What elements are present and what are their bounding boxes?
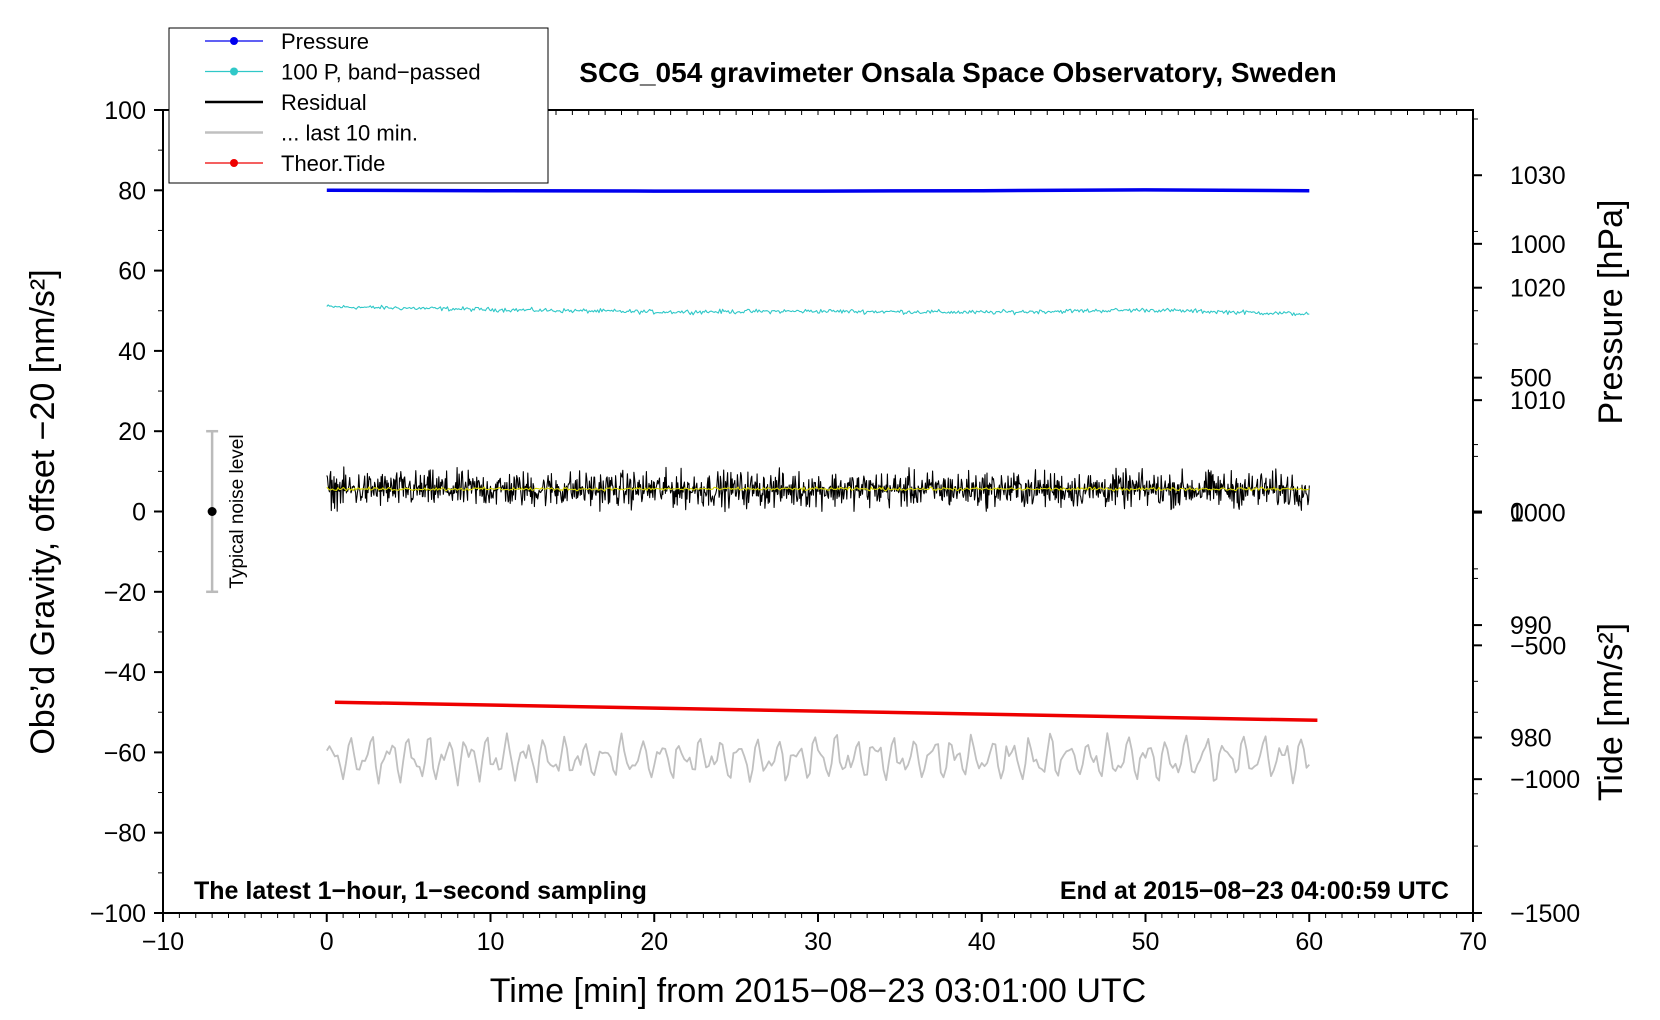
y-tick-label: 100 xyxy=(104,97,146,125)
legend-box xyxy=(168,27,549,184)
series-layer xyxy=(326,188,1318,787)
series-100-p-band-passed xyxy=(326,304,1310,317)
legend-label-last-10-min: ... last 10 min. xyxy=(281,121,418,146)
x-tick-label: 30 xyxy=(804,928,832,956)
y-tick-label: 60 xyxy=(118,258,146,286)
x-tick-label: 70 xyxy=(1459,928,1487,956)
y-tick-label: −40 xyxy=(104,659,146,687)
plot-frame xyxy=(162,109,1474,914)
pressure-tick-label: 1020 xyxy=(1510,275,1566,303)
noise-label: Typical noise level xyxy=(227,434,248,588)
pressure-tick-label: 1030 xyxy=(1510,162,1566,190)
y-tick-label: −60 xyxy=(104,739,146,767)
x-tick-label: 10 xyxy=(477,928,505,956)
x-tick-label: 50 xyxy=(1132,928,1160,956)
tide-tick-label: 1000 xyxy=(1510,231,1566,259)
pressure-tick-label: 990 xyxy=(1510,612,1552,640)
x-tick-label: 60 xyxy=(1295,928,1323,956)
legend: Pressure 100 P, band−passed Residual ... la… xyxy=(168,27,549,184)
series-residual-smoothed xyxy=(326,486,1310,492)
y-axis-title-left: Obs’d Gravity, offset −20 [nm/s²] xyxy=(24,269,62,754)
series-residual xyxy=(326,466,1310,513)
y-axis-title-pressure: Pressure [hPa] xyxy=(1592,200,1630,425)
legend-label-pressure: Pressure xyxy=(281,29,369,54)
x-tick-label: −10 xyxy=(142,928,184,956)
chart-title: SCG_054 gravimeter Onsala Space Observat… xyxy=(579,57,1336,88)
y-tick-label: −20 xyxy=(104,579,146,607)
y-tick-label: −100 xyxy=(90,900,146,928)
series-theor-tide xyxy=(334,700,1318,723)
pressure-tick-label: 1010 xyxy=(1510,387,1566,415)
legend-marker-theor-tide xyxy=(230,159,238,167)
legend-label-residual: Residual xyxy=(281,90,367,115)
y-axis-title-tide: Tide [nm/s²] xyxy=(1592,623,1630,801)
y-tick-label: 80 xyxy=(118,177,146,205)
tide-tick-label: −500 xyxy=(1510,632,1566,660)
x-tick-label: 0 xyxy=(320,928,334,956)
tide-tick-label: −1500 xyxy=(1510,900,1580,928)
legend-entries: Pressure 100 P, band−passed Residual ... la… xyxy=(205,29,481,176)
tide-tick-label: 0 xyxy=(1510,499,1524,527)
tide-tick-label: 500 xyxy=(1510,365,1552,393)
legend-label-100-p-band-passed: 100 P, band−passed xyxy=(281,60,481,85)
series-pressure xyxy=(326,188,1310,193)
x-axis-title: Time [min] from 2015−08−23 03:01:00 UTC xyxy=(490,972,1146,1010)
noise-marker: Typical noise level xyxy=(206,429,248,594)
pressure-tick-label: 980 xyxy=(1510,725,1552,753)
legend-marker-100-p-band-passed xyxy=(230,67,238,76)
y-tick-label: 0 xyxy=(132,499,146,527)
axis-layer: −10 0 10 20 30 40 50 60 70100806040200−20−40−60−… xyxy=(90,97,1581,956)
x-tick-label: 20 xyxy=(640,928,668,956)
legend-marker-pressure xyxy=(230,37,238,45)
y-tick-label: 40 xyxy=(118,338,146,366)
y-tick-label: −80 xyxy=(104,820,146,848)
noise-center-dot xyxy=(207,507,217,516)
annotation-sampling: The latest 1−hour, 1−second sampling xyxy=(194,877,647,905)
pressure-tick-label: 1000 xyxy=(1510,500,1566,528)
x-tick-label: 40 xyxy=(968,928,996,956)
series-last-10-min xyxy=(326,732,1310,787)
annotation-end-time: End at 2015−08−23 04:00:59 UTC xyxy=(1060,877,1449,905)
y-tick-label: 20 xyxy=(118,418,146,446)
legend-label-theor-tide: Theor.Tide xyxy=(281,151,385,176)
tide-tick-label: −1000 xyxy=(1510,766,1580,794)
